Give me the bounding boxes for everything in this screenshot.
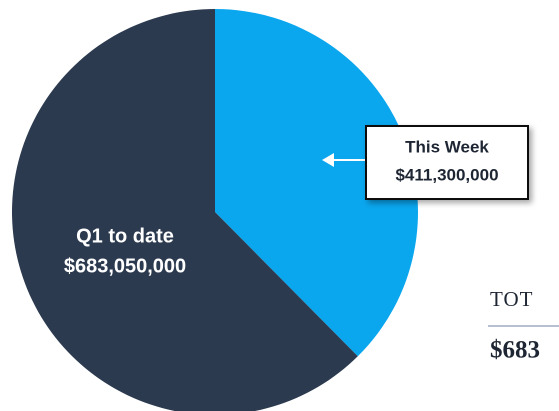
callout-arrowhead — [322, 153, 334, 167]
total-value: $683 — [490, 337, 540, 364]
callout-box — [365, 125, 529, 200]
pie-slice — [215, 9, 418, 357]
pie — [12, 9, 418, 411]
slice-label: Q1 to date — [76, 225, 174, 247]
total-label: TOT — [490, 287, 533, 311]
callout-label: This Week — [405, 137, 489, 156]
pie-slice — [12, 9, 358, 411]
slice-value: $683,050,000 — [64, 255, 186, 277]
callout-value: $411,300,000 — [395, 165, 498, 184]
